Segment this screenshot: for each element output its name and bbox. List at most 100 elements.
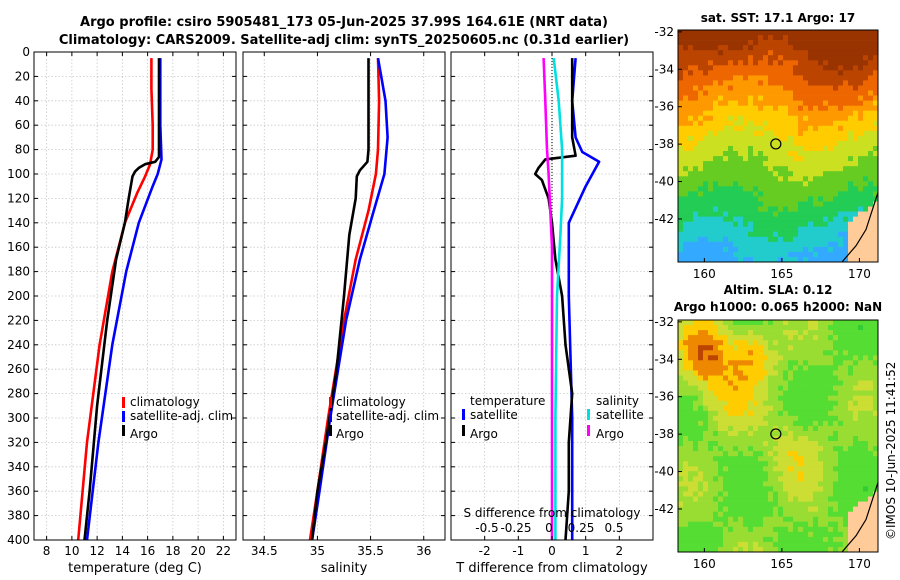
map-cell: [733, 461, 739, 467]
map-cell: [773, 496, 779, 502]
map-cell: [838, 365, 844, 371]
map-cell: [873, 420, 879, 427]
map-cell: [813, 431, 819, 437]
map-cell: [793, 330, 799, 336]
map-cell: [733, 40, 739, 46]
map-cell: [813, 45, 819, 51]
map-cell: [803, 206, 809, 212]
map-cell: [813, 355, 819, 361]
map-cell: [753, 365, 759, 371]
map-cell: [688, 370, 694, 376]
map-cell: [733, 431, 739, 437]
map-cell: [818, 55, 824, 61]
map-cell: [848, 335, 854, 341]
map-cell: [753, 431, 759, 437]
y-tick-label: 200: [7, 289, 30, 303]
map-cell: [738, 360, 744, 366]
map-cell: [708, 365, 714, 371]
map-cell: [758, 526, 764, 533]
legend-swatch-satellite: [329, 411, 332, 422]
map-cell: [793, 325, 799, 331]
map-cell: [748, 355, 754, 361]
map-cell: [743, 325, 749, 331]
map-cell: [763, 85, 769, 91]
map-cell: [868, 105, 874, 112]
map-cell: [698, 80, 704, 86]
map-cell: [743, 471, 749, 477]
map-cell: [793, 211, 799, 217]
y-tick-label: 60: [15, 118, 30, 132]
map-cell: [873, 365, 879, 371]
map-cell: [753, 186, 759, 192]
map-cell: [703, 345, 709, 351]
map-cell: [838, 201, 844, 207]
map-cell: [748, 171, 754, 177]
map-cell: [728, 501, 734, 507]
map-cell: [728, 521, 734, 528]
map-cell: [693, 431, 699, 437]
map-cell: [868, 130, 874, 137]
map-cell: [853, 405, 859, 412]
map-cell: [743, 146, 749, 152]
map-cell: [768, 90, 774, 96]
map-cell: [763, 176, 769, 182]
map-cell: [723, 241, 729, 248]
map-cell: [833, 506, 839, 512]
map-cell: [693, 410, 699, 417]
map-cell: [723, 496, 729, 502]
map-cell: [868, 196, 874, 202]
map-cell: [803, 196, 809, 202]
map-cell: [748, 511, 754, 518]
map-cell: [873, 320, 879, 326]
map-cell: [858, 380, 864, 386]
map-cell: [863, 410, 869, 417]
map-cell: [823, 146, 829, 152]
legend-swatch-climatology: [122, 397, 125, 408]
map-cell: [858, 531, 864, 538]
map-cell: [798, 115, 804, 122]
map-cell: [863, 375, 869, 381]
map-cell: [713, 110, 719, 117]
map-cell: [768, 325, 774, 331]
map-cell: [743, 105, 749, 112]
map-cell: [753, 55, 759, 61]
map-cell: [753, 206, 759, 212]
map-cell: [698, 536, 704, 543]
map-cell: [873, 257, 879, 263]
map-cell: [833, 340, 839, 346]
map-cell: [683, 335, 689, 341]
map-cell: [858, 456, 864, 462]
map-cell: [683, 151, 689, 157]
map-cell: [748, 211, 754, 217]
map-cell: [783, 125, 789, 132]
map-cell: [698, 441, 704, 447]
map-cell: [703, 120, 709, 127]
map-cell: [718, 461, 724, 467]
map-cell: [758, 350, 764, 356]
map-cell: [813, 186, 819, 192]
map-cell: [703, 40, 709, 46]
map-cell: [823, 506, 829, 512]
map-cell: [688, 541, 694, 548]
map-cell: [763, 506, 769, 512]
map-cell: [783, 100, 789, 106]
map-cell: [743, 431, 749, 437]
map-cell: [828, 221, 834, 228]
map-cell: [853, 40, 859, 46]
map-cell: [693, 335, 699, 341]
map-cell: [743, 241, 749, 248]
map-cell: [713, 390, 719, 396]
map-cell: [793, 246, 799, 253]
map-cell: [728, 85, 734, 91]
map-cell: [688, 395, 694, 402]
map-cell: [823, 171, 829, 177]
map-cell: [708, 231, 714, 238]
map-cell: [863, 501, 869, 507]
map-cell: [698, 146, 704, 152]
map-cell: [853, 425, 859, 432]
map-cell: [778, 466, 784, 472]
map-cell: [738, 70, 744, 76]
map-cell: [803, 65, 809, 71]
legend-swatch-satellite: [122, 411, 125, 422]
map-cell: [753, 30, 759, 36]
